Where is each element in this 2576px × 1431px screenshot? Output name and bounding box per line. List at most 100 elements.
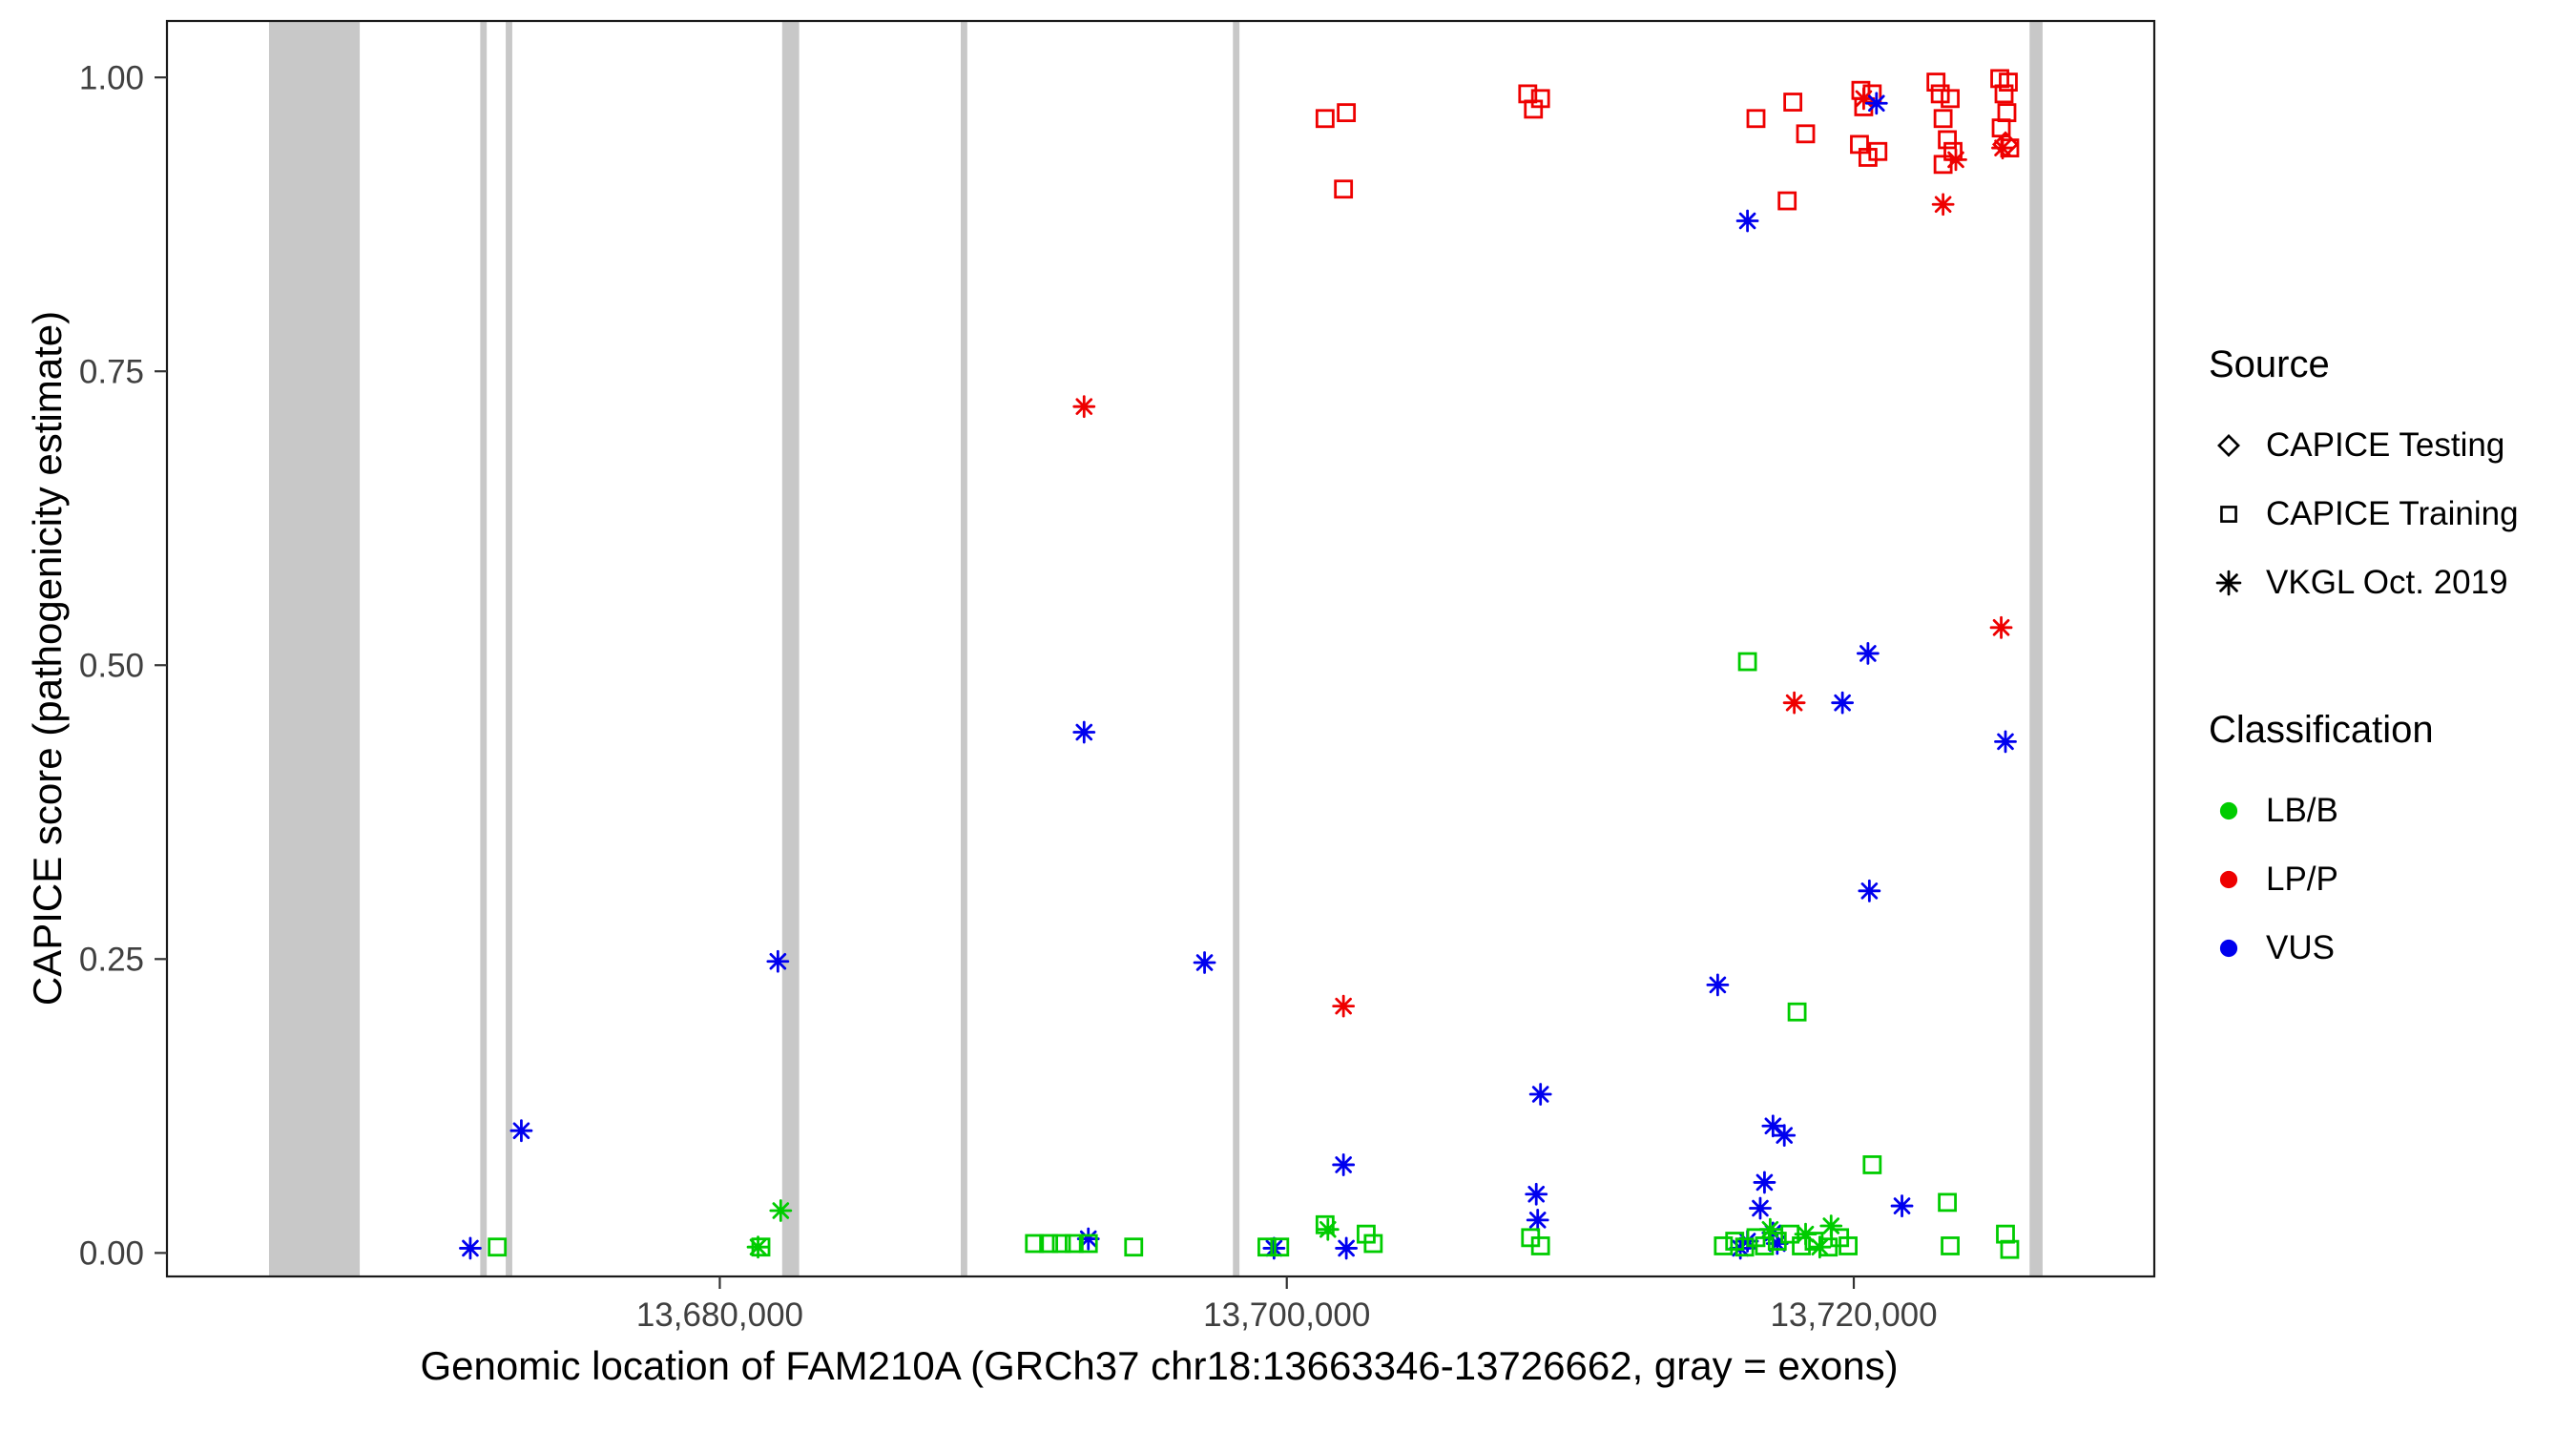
legend-source-title: Source xyxy=(2209,343,2330,385)
exon-band xyxy=(268,21,361,1276)
data-point-asterisk xyxy=(1765,1232,1789,1255)
data-point-square xyxy=(1787,1002,1807,1022)
legend-item-vus: VUS xyxy=(2209,914,2571,983)
data-point-asterisk xyxy=(1864,92,1888,115)
data-point-asterisk xyxy=(1706,973,1730,997)
x-tick-label: 13,720,000 xyxy=(1770,1296,1937,1334)
data-point-square xyxy=(1524,99,1544,119)
legend-item-capice-training: CAPICE Training xyxy=(2209,480,2571,549)
data-point-square xyxy=(1051,1234,1071,1254)
data-point-asterisk xyxy=(1819,1214,1843,1237)
data-point-square xyxy=(1039,1234,1059,1254)
data-point-asterisk xyxy=(1072,395,1096,419)
square-icon xyxy=(2220,506,2237,523)
blue-dot-icon xyxy=(2219,939,2238,958)
legend-item-capice-testing: CAPICE Testing xyxy=(2209,411,2571,480)
green-dot-icon xyxy=(2219,801,2238,820)
data-point-square xyxy=(1530,1236,1550,1255)
data-point-asterisk xyxy=(1856,642,1880,665)
data-point-square xyxy=(1862,1155,1882,1174)
data-point-asterisk xyxy=(746,1235,770,1259)
data-point-asterisk xyxy=(1758,1217,1782,1241)
y-tick-label: 0.00 xyxy=(79,1235,144,1273)
data-point-square xyxy=(1725,1232,1745,1251)
legend-item-label: CAPICE Training xyxy=(2266,495,2519,532)
x-tick-label: 13,700,000 xyxy=(1203,1296,1370,1334)
data-point-asterisk xyxy=(459,1236,482,1260)
data-point-square xyxy=(1858,148,1878,167)
data-point-square xyxy=(2000,1239,2020,1259)
data-point-asterisk xyxy=(1858,879,1881,902)
data-point-square xyxy=(1337,103,1357,123)
y-tick-label: 0.75 xyxy=(79,353,144,390)
data-point-asterisk xyxy=(1989,615,2013,639)
data-point-asterisk xyxy=(1782,691,1806,715)
y-tick-label: 0.25 xyxy=(79,942,144,979)
legend-item-label: VKGL Oct. 2019 xyxy=(2266,564,2508,601)
data-point-square xyxy=(1994,84,2014,104)
data-point-diamond xyxy=(1991,131,2019,158)
data-point-square xyxy=(1777,191,1797,211)
data-point-square xyxy=(1930,84,1950,104)
data-point-square xyxy=(1270,1237,1290,1257)
data-point-square xyxy=(1783,93,1803,112)
data-point-asterisk xyxy=(1773,1124,1797,1148)
data-point-square xyxy=(1064,1234,1084,1254)
data-point-square xyxy=(1999,73,2018,92)
data-point-square xyxy=(1938,1192,1957,1213)
y-tick-label: 0.50 xyxy=(79,648,144,685)
data-point-asterisk xyxy=(509,1119,533,1143)
x-axis-title: Genomic location of FAM210A (GRCh37 chr1… xyxy=(420,1343,1899,1388)
legend-item-vkgl: VKGL Oct. 2019 xyxy=(2209,549,2571,617)
data-point-asterisk xyxy=(1193,951,1216,974)
data-point-square xyxy=(1124,1237,1144,1257)
y-tick-label: 1.00 xyxy=(79,59,144,96)
red-dot-icon xyxy=(2219,870,2238,889)
data-point-asterisk xyxy=(1749,1196,1772,1220)
data-point-asterisk xyxy=(769,1199,793,1222)
data-point-square xyxy=(1363,1234,1383,1254)
data-point-square xyxy=(1737,652,1757,672)
exon-band xyxy=(480,21,488,1276)
data-point-square xyxy=(1755,1236,1775,1255)
data-point-asterisk xyxy=(1852,87,1876,111)
data-point-asterisk xyxy=(1332,1153,1356,1176)
exon-band xyxy=(961,21,967,1276)
data-point-square xyxy=(1334,179,1354,199)
data-point-asterisk xyxy=(1335,1236,1359,1260)
data-point-square xyxy=(1796,124,1816,144)
legend-classification-block: Classification LB/B LP/P VUS xyxy=(2209,709,2571,983)
asterisk-icon xyxy=(2215,570,2242,596)
data-point-square xyxy=(1938,130,1957,150)
data-point-asterisk xyxy=(1761,1114,1785,1138)
data-point-square xyxy=(1078,1234,1098,1254)
data-point-square xyxy=(1997,103,2017,123)
legend-item-lbb: LB/B xyxy=(2209,777,2571,845)
data-point-asterisk xyxy=(1994,730,2017,754)
data-point-square xyxy=(1868,141,1888,161)
y-axis-title: CAPICE score (pathogenicity estimate) xyxy=(25,310,70,1006)
exon-band xyxy=(506,21,512,1276)
data-point-square xyxy=(1257,1237,1277,1257)
data-point-asterisk xyxy=(1890,1194,1914,1217)
data-point-asterisk xyxy=(1526,1208,1549,1232)
data-point-square xyxy=(1996,1224,2015,1244)
legend-item-label: VUS xyxy=(2266,929,2335,966)
data-point-square xyxy=(1926,73,1946,92)
exon-band xyxy=(1233,21,1240,1276)
x-tick-label: 13,680,000 xyxy=(636,1296,803,1334)
legend-item-label: LP/P xyxy=(2266,861,2338,898)
data-point-asterisk xyxy=(1525,1182,1548,1206)
legend-classification-title: Classification xyxy=(2209,709,2434,751)
data-point-square xyxy=(1933,109,1953,129)
data-point-asterisk xyxy=(766,949,790,973)
legend-source-block: Source CAPICE Testing CAPICE Training VK… xyxy=(2209,343,2571,617)
data-point-square xyxy=(1839,1236,1858,1255)
data-point-asterisk xyxy=(1076,1227,1100,1251)
data-point-asterisk xyxy=(1944,148,1967,172)
data-point-asterisk xyxy=(1072,720,1096,744)
data-point-asterisk xyxy=(1528,1083,1552,1106)
data-point-asterisk xyxy=(1808,1235,1832,1259)
